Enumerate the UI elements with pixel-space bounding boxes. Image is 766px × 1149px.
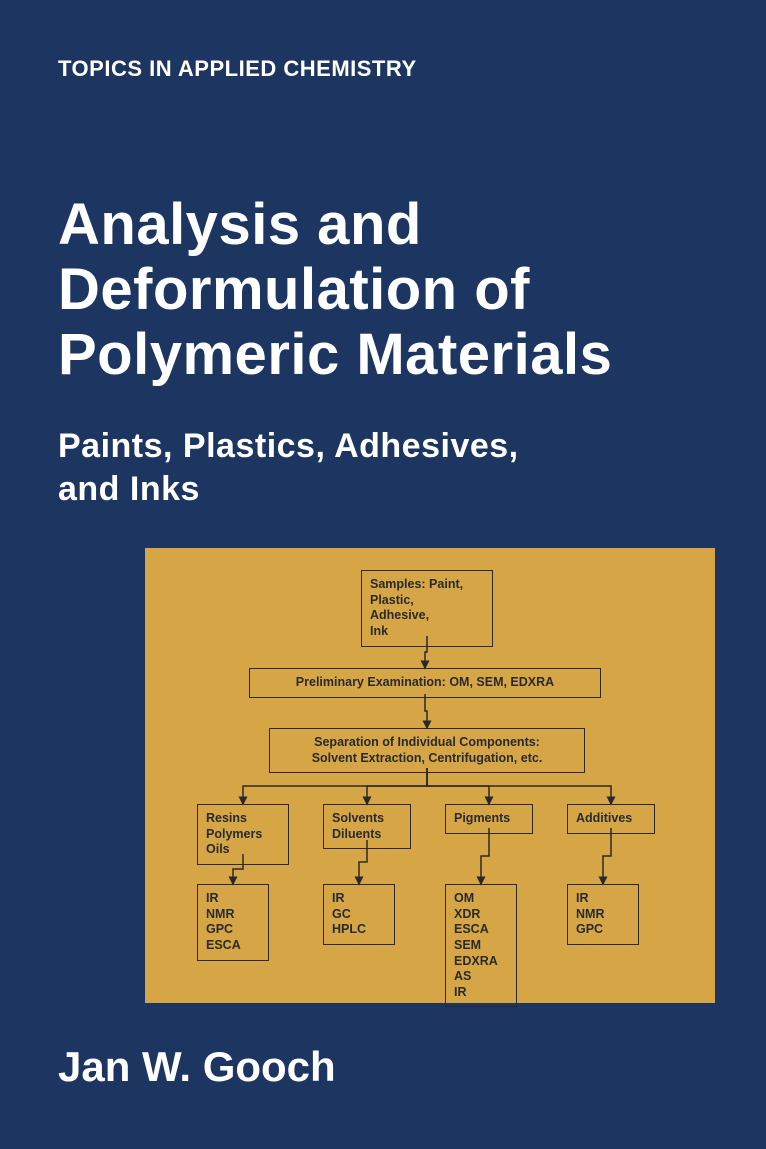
series-label: TOPICS IN APPLIED CHEMISTRY <box>58 56 417 82</box>
book-title: Analysis and Deformulation of Polymeric … <box>58 193 612 388</box>
title-line: Deformulation of <box>58 257 530 322</box>
subtitle-line: and Inks <box>58 470 200 508</box>
flow-node-leaf4: IRNMRGPC <box>567 884 639 945</box>
title-line: Analysis and <box>58 192 422 257</box>
flow-node-samples: Samples: Paint,Plastic,Adhesive,Ink <box>361 570 493 647</box>
flowchart: Samples: Paint,Plastic,Adhesive,Ink Preli… <box>145 548 715 1003</box>
author-name: Jan W. Gooch <box>58 1043 336 1091</box>
flow-node-pigments: Pigments <box>445 804 533 834</box>
flow-node-separation: Separation of Individual Components:Solv… <box>269 728 585 773</box>
flow-node-solvents: SolventsDiluents <box>323 804 411 849</box>
flow-node-leaf1: IRNMRGPCESCA <box>197 884 269 961</box>
flowchart-panel: Samples: Paint,Plastic,Adhesive,Ink Preli… <box>145 548 715 1003</box>
flow-node-leaf2: IRGCHPLC <box>323 884 395 945</box>
flow-node-additives: Additives <box>567 804 655 834</box>
flow-node-leaf3: OMXDRESCASEMEDXRAASIR <box>445 884 517 1007</box>
flow-node-resins: ResinsPolymersOils <box>197 804 289 865</box>
flow-node-prelim: Preliminary Examination: OM, SEM, EDXRA <box>249 668 601 698</box>
book-subtitle: Paints, Plastics, Adhesives, and Inks <box>58 425 519 510</box>
title-line: Polymeric Materials <box>58 322 612 387</box>
subtitle-line: Paints, Plastics, Adhesives, <box>58 427 519 465</box>
